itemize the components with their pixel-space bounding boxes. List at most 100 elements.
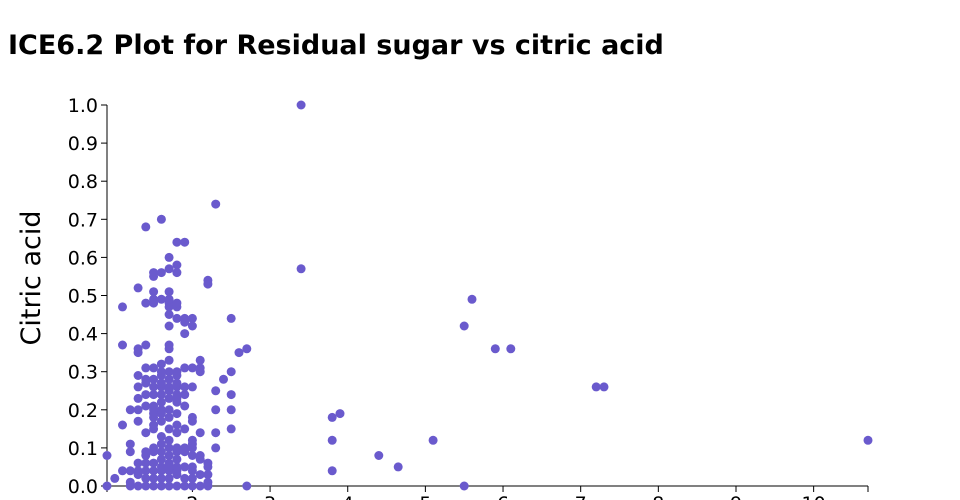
data-point	[156, 294, 166, 304]
data-point	[203, 458, 213, 468]
y-tick-label: 0.3	[68, 362, 98, 384]
data-point	[172, 367, 182, 377]
data-point	[172, 378, 182, 388]
data-point	[156, 397, 166, 407]
data-point	[141, 481, 151, 491]
data-point	[156, 481, 166, 491]
data-point	[133, 382, 143, 392]
data-point	[164, 355, 174, 365]
data-point	[133, 466, 143, 476]
data-point	[156, 432, 166, 441]
data-point	[195, 428, 205, 438]
data-point	[172, 481, 182, 491]
x-tick-label: 2	[186, 493, 198, 500]
data-point	[110, 473, 120, 483]
data-point	[125, 447, 135, 457]
data-point	[180, 424, 190, 434]
data-point	[187, 321, 197, 331]
x-tick-label: 4	[342, 493, 354, 500]
data-point	[187, 313, 197, 323]
data-point	[149, 473, 159, 483]
data-point	[149, 374, 159, 384]
data-point	[164, 287, 174, 297]
data-point	[226, 405, 236, 415]
data-point	[141, 363, 151, 373]
data-point	[599, 382, 609, 392]
data-point	[203, 470, 213, 480]
data-point	[164, 435, 174, 445]
data-point	[172, 443, 182, 453]
data-point	[226, 390, 236, 400]
y-tick-label: 0.8	[68, 171, 98, 193]
data-point	[141, 447, 151, 457]
data-point	[125, 439, 135, 449]
data-point	[164, 424, 174, 434]
data-point	[591, 382, 601, 392]
data-point	[187, 473, 197, 483]
data-point	[335, 409, 345, 419]
data-point	[141, 466, 151, 476]
y-tick-label: 0.1	[68, 438, 98, 460]
data-point	[149, 382, 159, 392]
data-point	[141, 401, 151, 411]
data-point	[149, 466, 159, 476]
data-point	[211, 428, 221, 438]
data-point	[195, 470, 205, 480]
data-point	[133, 371, 143, 380]
data-point	[156, 473, 166, 483]
data-point	[187, 462, 197, 472]
data-point	[164, 321, 174, 331]
data-point	[164, 310, 174, 319]
data-point	[211, 443, 221, 453]
x-tick-label: 5	[419, 493, 431, 500]
data-point	[296, 264, 306, 274]
data-point	[141, 473, 151, 483]
data-point	[149, 287, 159, 297]
data-point	[195, 355, 205, 365]
data-point	[125, 466, 135, 476]
data-point	[226, 313, 236, 323]
y-tick-label: 1.0	[68, 95, 98, 117]
data-points	[102, 100, 873, 491]
data-point	[102, 481, 112, 491]
data-point	[506, 344, 516, 354]
data-point	[164, 340, 174, 350]
data-point	[118, 466, 127, 476]
data-point	[141, 428, 151, 438]
data-point	[172, 409, 182, 419]
data-point	[164, 294, 174, 304]
data-point	[172, 260, 182, 270]
x-tick-label: 9	[730, 493, 742, 500]
data-point	[156, 359, 166, 369]
data-point	[141, 222, 151, 232]
data-point	[187, 412, 197, 422]
data-point	[164, 443, 174, 453]
data-point	[195, 481, 205, 491]
data-point	[164, 458, 174, 468]
data-point	[118, 340, 127, 350]
data-point	[133, 283, 143, 293]
data-point	[164, 374, 174, 384]
data-point	[149, 401, 159, 411]
x-tick-label: 8	[652, 493, 664, 500]
y-tick-label: 0.0	[68, 476, 98, 498]
data-point	[180, 382, 190, 392]
data-point	[149, 481, 159, 491]
data-point	[327, 412, 337, 422]
data-point	[118, 302, 127, 312]
data-point	[459, 321, 469, 331]
data-point	[156, 268, 166, 278]
x-axis: 2 3 4 5 6 7 8 9 10	[106, 485, 869, 500]
data-point	[149, 390, 159, 400]
data-point	[141, 340, 151, 350]
data-point	[180, 313, 190, 323]
data-point	[133, 393, 143, 403]
data-point	[187, 451, 197, 460]
y-tick-label: 0.7	[68, 209, 98, 231]
data-point	[327, 466, 337, 476]
data-point	[180, 481, 190, 491]
data-point	[180, 462, 190, 472]
data-point	[180, 473, 190, 483]
data-point	[141, 390, 151, 400]
